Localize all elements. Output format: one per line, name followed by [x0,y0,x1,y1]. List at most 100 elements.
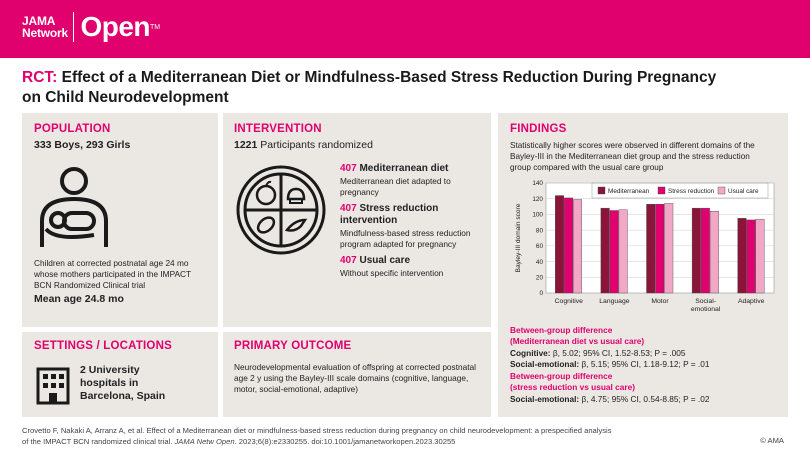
logo-line2: Network [22,26,68,40]
x-tick-label: Adaptive [738,298,765,305]
bar [600,207,610,294]
bayley-bar-chart: 0 20 40 60 80 100 120 140 Bayley-III domain scor… [515,180,775,313]
findings-text-3: group compared with the usual care group [510,163,664,172]
group1-desc-1: Mediterranean diet adapted to [340,176,451,186]
group3-name: Usual care [359,255,411,266]
citation-part-c: 2023;6(8):e2330255. doi:10.1001/jamanetw… [236,436,456,446]
citation-journal: JAMA Netw Open. [174,436,237,446]
diff1-cog-value: β, 5.02; 95% CI, 1.52-8.53; P = .005 [550,348,686,358]
outcome-text-3: motor, social-emotional, adaptive) [234,384,359,394]
population-panel: POPULATION 333 Boys, 293 Girls Children … [22,113,218,327]
legend-swatch [597,186,606,195]
x-tick-label: Motor [651,298,669,305]
diff1-cog-label: Cognitive: [510,348,551,358]
logo-tm: TM [150,23,161,31]
diff1-cognitive: Cognitive: β, 5.02; 95% CI, 1.52-8.53; P… [510,348,685,359]
findings-panel: FINDINGS Statistically higher scores wer… [498,113,788,417]
diff1-soc-label: Social-emotional: [510,359,580,369]
logo-line1: JAMA [22,14,56,28]
y-tick-label: 0 [539,290,543,297]
population-counts: 333 Boys, 293 Girls [34,139,131,151]
intervention-heading: INTERVENTION [234,123,322,135]
bar [555,195,564,294]
mother-baby-icon [40,167,108,247]
group1-title: 407 Mediterranean diet [340,163,448,174]
bar [691,207,701,294]
citation-line2: of the IMPACT BCN randomized clinical tr… [22,437,722,448]
hospital-building-icon [36,367,70,405]
y-axis-label: Bayley-III domain score [515,203,522,272]
settings-heading: SETTINGS / LOCATIONS [34,340,172,352]
population-heading: POPULATION [34,123,111,135]
randomized-label: Participants randomized [257,139,373,151]
y-tick-label: 80 [536,227,544,234]
bar [700,207,710,294]
logo-open: Open [80,11,151,42]
outcome-text-2: age 2 y using the Bayley-III scale domai… [234,373,469,383]
outcome-text-1: Neurodevelopmental evaluation of offspri… [234,362,476,372]
diff1-social: Social-emotional: β, 5.15; 95% CI, 1.18-… [510,359,709,370]
x-tick-label: emotional [691,306,721,313]
page-title: RCT: Effect of a Mediterranean Diet or M… [22,68,782,108]
population-desc-3: BCN Randomized Clinical trial [34,280,146,290]
findings-text-1: Statistically higher scores were observe… [510,141,755,150]
diff2-heading-1: Between-group difference [510,371,613,381]
bar [646,204,656,294]
group1-count: 407 [340,163,357,174]
y-tick-label: 20 [536,274,544,281]
x-tick-label: Language [599,298,629,305]
legend-box [591,182,769,199]
group2-name-line2: intervention [340,215,398,226]
citation-line1: Crovetto F, Nakaki A, Arranz A, et al. E… [22,426,612,435]
y-tick-label: 100 [532,212,543,219]
title-prefix: RCT: [22,69,58,86]
settings-panel: SETTINGS / LOCATIONS 2 University hospit… [22,332,218,417]
group3-count: 407 [340,255,357,266]
bar [664,203,674,294]
y-tick-label: 120 [532,196,543,203]
group2-count: 407 [340,203,357,214]
primary-outcome-panel: PRIMARY OUTCOME Neurodevelopmental evalu… [223,332,491,417]
x-tick-label: Cognitive [555,298,584,305]
settings-text-2: hospitals in [80,377,139,389]
bar [655,204,665,294]
bar [746,219,756,294]
group3-title: 407 Usual care [340,255,410,266]
bar [709,211,719,294]
y-tick-label: 60 [536,243,544,250]
legend-label: Usual care [728,188,759,195]
diff2-heading-2: (stress reduction vs usual care) [510,382,635,392]
bar [755,218,765,294]
copyright: © AMA [760,436,784,445]
group3-desc-1: Without specific intervention [340,268,444,278]
diff2-soc-label: Social-emotional: [510,394,580,404]
findings-heading: FINDINGS [510,123,567,135]
group2-desc-1: Mindfulness-based stress reduction [340,228,471,238]
diff1-soc-value: β, 5.15; 95% CI, 1.18-9.12; P = .01 [579,359,710,369]
x-tick-label: Social- [695,298,716,305]
findings-text-2: Bayley-III in the Mediterranean diet gro… [510,152,750,161]
group2-title: 407 Stress reduction [340,203,438,214]
plate-food-icon [236,165,326,255]
primary-outcome-heading: PRIMARY OUTCOME [234,340,352,352]
title-line2: on Child Neurodevelopment [22,89,229,106]
population-mean-age: Mean age 24.8 mo [34,293,124,305]
settings-text-1: 2 University [80,364,140,376]
diff1-heading-1: Between-group difference [510,325,613,335]
group1-name: Mediterranean diet [359,163,449,174]
diff1-heading-2: (Mediterranean diet vs usual care) [510,336,645,346]
legend-label: Mediterranean [608,188,650,195]
legend-label: Stress reduction [668,188,715,195]
randomized-count: 1221 [234,139,258,151]
population-desc-1: Children at corrected postnatal age 24 m… [34,258,189,268]
jama-network-open-logo: JAMA Network Open TM [22,12,160,42]
population-desc-2: whose mothers participated in the IMPACT [34,269,192,279]
bar [573,199,583,294]
group2-desc-2: program adapted for pregnancy [340,239,457,249]
diff2-social: Social-emotional: β, 4.75; 95% CI, 0.54-… [510,394,709,405]
group2-name: Stress reduction [359,203,439,214]
bar [737,218,747,294]
legend-swatch [657,186,666,195]
bar [564,197,573,294]
settings-text-3: Barcelona, Spain [80,390,166,402]
